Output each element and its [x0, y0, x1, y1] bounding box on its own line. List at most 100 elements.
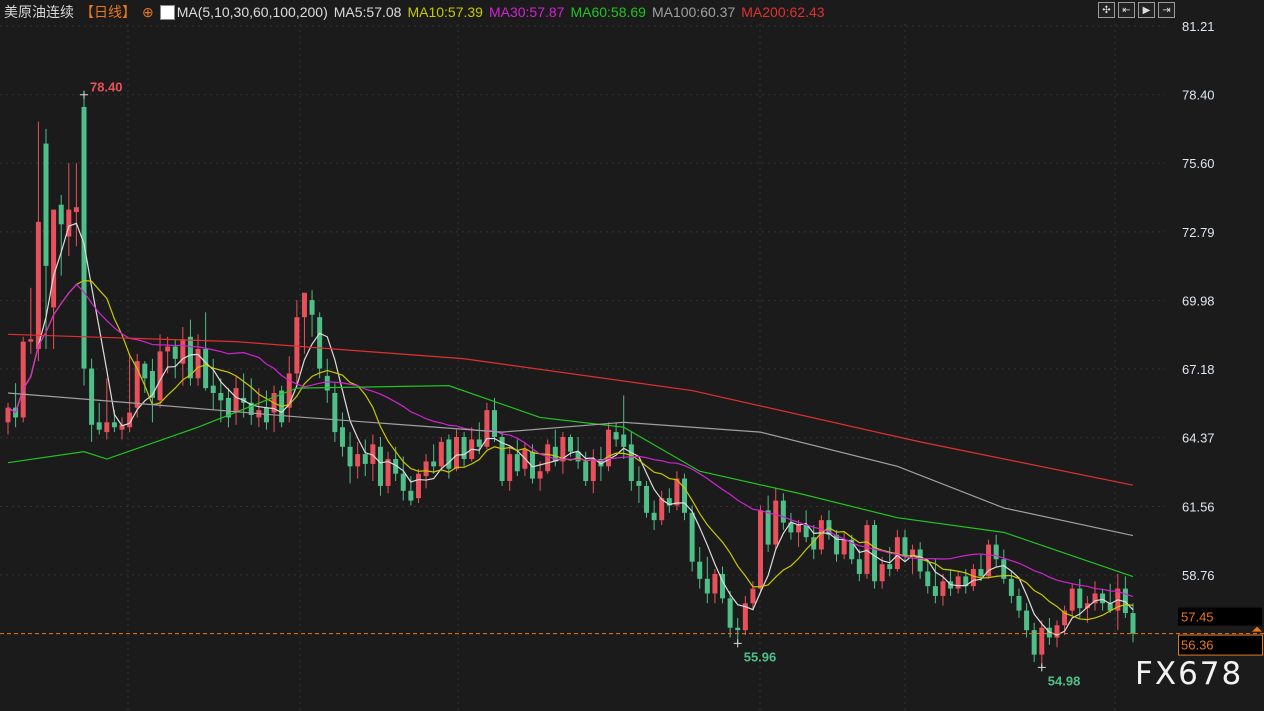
candle [758, 505, 764, 594]
candle [917, 542, 923, 579]
add-indicator-icon[interactable]: ⊕ [142, 3, 154, 20]
candle-body [461, 437, 467, 460]
candle [51, 209, 57, 349]
ma60-value: MA60:58.69 [570, 4, 646, 20]
candle [1122, 576, 1128, 618]
candle [735, 617, 741, 644]
candle-body [393, 459, 399, 474]
candle-body [955, 576, 961, 589]
candle [347, 432, 353, 484]
candle-body [750, 588, 756, 604]
candle-body [476, 439, 482, 447]
candle-body [568, 437, 573, 452]
period-label[interactable]: 【日线】 [80, 4, 136, 20]
candle-body [218, 392, 224, 401]
candle-body [81, 106, 87, 369]
candle-body [796, 525, 802, 533]
candle-body [187, 336, 193, 379]
candle-body [491, 410, 497, 438]
candle-body [431, 461, 437, 467]
jump-end-icon[interactable]: ⇥ [1158, 2, 1175, 18]
candle [704, 556, 710, 604]
candle-body [355, 454, 361, 467]
candle-body [758, 510, 764, 589]
candle [415, 468, 421, 504]
candle-body [446, 439, 452, 469]
candle-body [712, 573, 718, 594]
chart-toolbar: ✣ ⇤ ▶ ⇥ [1098, 2, 1175, 18]
candle-body [111, 422, 117, 428]
candle [803, 510, 809, 543]
candle [1016, 588, 1022, 618]
candle [20, 336, 26, 423]
ma-line-ma100 [7, 392, 1134, 537]
ma-indicator-icon[interactable] [159, 4, 175, 20]
candle-body [301, 292, 307, 318]
low-label: 55.96 [744, 649, 777, 664]
candle-body [940, 581, 946, 596]
candle-body [142, 363, 148, 379]
candle-body [773, 500, 779, 545]
zoom-left-icon[interactable]: ⇤ [1118, 2, 1135, 18]
ma-line-ma10 [7, 279, 1134, 621]
candle [978, 554, 984, 582]
candle [35, 121, 41, 362]
y-tick-label: 69.98 [1182, 294, 1215, 309]
candle [955, 571, 961, 594]
candle [841, 532, 847, 560]
ma-params[interactable]: MA(5,10,30,60,100,200) [176, 4, 328, 20]
candle [469, 427, 475, 462]
candle [910, 544, 916, 574]
candle-body [879, 564, 885, 582]
candle [1039, 620, 1045, 668]
candle [507, 446, 513, 491]
candle [727, 591, 733, 638]
candle [765, 495, 771, 552]
candle [644, 481, 650, 518]
crosshair-icon[interactable]: ✣ [1098, 2, 1115, 18]
candle [1115, 573, 1121, 631]
candle [119, 417, 125, 440]
candle-body [294, 317, 300, 374]
candle [1001, 549, 1007, 584]
candle [537, 461, 543, 491]
candle [400, 456, 406, 501]
ma-line-ma30 [7, 283, 1134, 598]
candle-body [180, 339, 186, 364]
candle [294, 300, 300, 386]
candle [986, 539, 992, 579]
candle-body [157, 351, 163, 401]
candle-body [872, 525, 878, 582]
candle-body [529, 451, 535, 479]
candle-body [742, 603, 748, 631]
play-icon[interactable]: ▶ [1138, 2, 1155, 18]
candle [127, 353, 133, 433]
candle [788, 512, 794, 540]
candle [431, 444, 437, 474]
candle-body [887, 564, 893, 570]
candle-body [43, 143, 49, 266]
candle [628, 432, 634, 491]
extreme-marker [1037, 663, 1046, 672]
candle-body [621, 434, 627, 447]
candle [879, 556, 885, 589]
candle-body [309, 300, 315, 315]
candle-body [925, 571, 931, 587]
y-tick-label: 72.79 [1182, 225, 1215, 240]
candle-body [788, 522, 794, 533]
candle-body [864, 525, 870, 574]
candle-body [841, 539, 847, 555]
candle [1092, 581, 1098, 611]
candle-body [233, 388, 239, 413]
candle [1069, 583, 1075, 616]
candle-body [1077, 588, 1083, 609]
candle [606, 422, 612, 472]
candle-body [606, 429, 612, 467]
candle-body [682, 478, 688, 513]
instrument-title: 美原油连续 [4, 4, 74, 20]
candle-body [5, 407, 11, 423]
candle [970, 564, 976, 592]
marker-price-label: 57.45 [1181, 610, 1214, 625]
y-tick-label: 64.37 [1182, 431, 1215, 446]
